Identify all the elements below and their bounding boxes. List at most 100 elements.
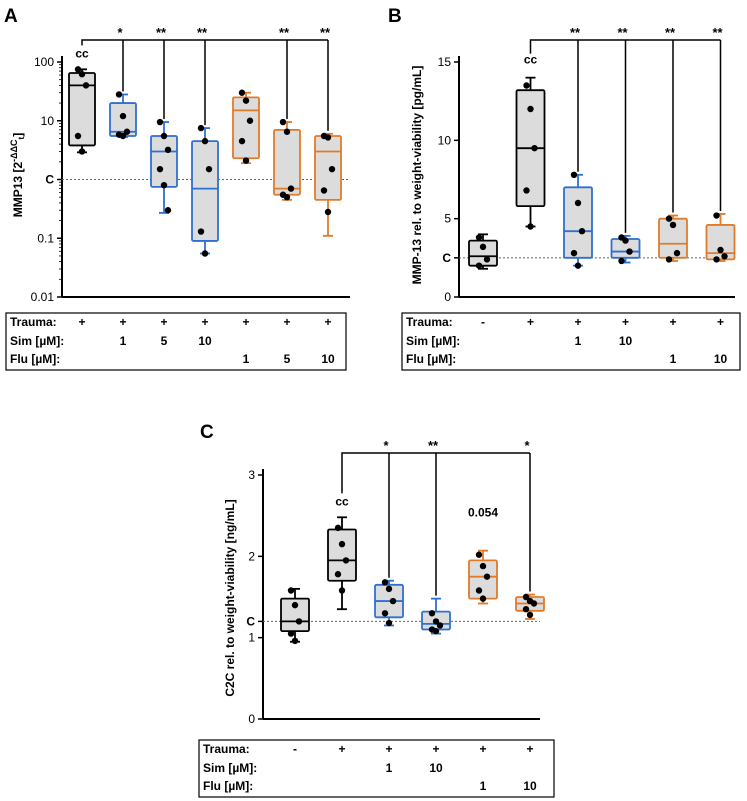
panel-a-data-point [115,91,123,98]
panel-a-data-point [78,148,86,155]
panel-c-data-point [475,551,483,558]
panel-b-data-point [570,249,578,257]
panel-a-data-point [201,137,209,145]
panel-a-table-cell: 10 [321,352,335,366]
panel-letter-b: B [388,6,402,27]
panel-a-data-point [279,118,287,126]
panel-b-condition-table-border [401,312,741,371]
panel-c-table-cell: - [293,742,297,756]
panel-a-box-group-3 [150,118,178,214]
panel-b-data-point [713,212,720,219]
panel-a-table-cell: + [78,315,85,329]
panel-b-box-group-6 [705,212,736,263]
panel-a-data-point [164,207,172,214]
panel-letter-c: C [200,422,214,443]
panel-b-data-point [479,243,487,251]
panel-c-box [327,528,357,582]
panel-b-significance-label: ** [617,25,628,40]
panel-b-box [563,186,593,259]
panel-c-table-cell: 1 [386,761,393,775]
panel-a-y-tick-label: C [45,173,54,187]
panel-c-condition-table-border [198,739,555,798]
panel-a-data-point [242,97,250,104]
panel-b-data-point [483,256,491,263]
panel-c-y-tick-label: 3 [248,468,255,482]
panel-a-significance-label: * [117,25,123,40]
panel-c-table-cell: + [526,742,533,756]
panel-a-table-cell: 5 [284,352,291,366]
panel-a-table-row-label: Flu [µM]: [10,352,60,366]
panel-b-table-cell: + [574,315,581,329]
panel-b-data-point [622,237,629,244]
panel-b-y-tick-label: 15 [438,55,452,69]
panel-b-table-cell: + [717,315,724,329]
panel-a-box-group-7 [314,132,342,237]
panel-a-data-point [78,70,86,78]
panel-b-data-point [523,187,530,194]
panel-b-table-row-label: Sim [µM]: [406,334,460,348]
panel-c-data-point [385,619,393,627]
panel-a-box [68,72,96,147]
panel-a-data-point [283,193,291,201]
panel-c-data-point [522,593,530,601]
panel-b-significance-label: ** [665,25,676,40]
panel-b-data-point [578,228,586,235]
panel-c-data-point [287,587,295,594]
panel-c-data-point [338,587,346,594]
panel-b-data-point [527,223,534,230]
panel-c-box-group-1 [280,587,310,645]
panel-a-data-point [164,146,172,154]
panel-a-data-point [283,128,291,135]
panel-b-y-tick-label: 0 [444,290,451,304]
panel-c-data-point [291,637,299,645]
panel-c-box-group-6 [515,593,545,620]
panel-a-box [232,96,260,160]
panel-a-annotation: cc [75,46,89,60]
panel-c-data-point [522,606,530,613]
panel-a-data-point [197,124,205,132]
panel-c-box [280,597,310,633]
panel-a-data-point [160,181,168,189]
panel-c-significance-label: * [383,438,389,453]
panel-c-data-point [432,627,440,635]
panel-a-y-tick-label: 0.01 [31,290,55,304]
panel-b-data-point [527,105,534,113]
panel-a-table-row-label: Trauma: [10,315,57,329]
panel-b-significance-label: ** [570,25,581,40]
panel-a-data-point [324,208,332,216]
panel-c-y-tick-label: C [246,614,255,628]
panel-a-box-group-1: cc [68,46,96,155]
panel-a-box-group-4 [191,124,219,257]
panel-b-table-cell: 1 [670,352,677,366]
panel-b-data-point [721,253,728,260]
panel-a-significance-label: ** [320,25,331,40]
panel-a-data-point [123,128,131,135]
panel-b-box-group-5 [658,214,688,263]
panel-a-comparison-bracket [81,39,328,46]
panel-c-data-point [389,597,397,605]
panel-c-significance-label: ** [428,438,439,453]
panel-a-data-point [74,66,82,73]
panel-b-box-group-1 [468,233,498,270]
panel-a-data-point [156,118,164,126]
panel-c-table-cell: + [432,742,439,756]
panel-c-box-group-3 [374,579,404,627]
panel-a-box-group-5 [232,89,260,165]
panel-c-data-point [385,585,393,593]
panel-a-table-cell: + [324,315,331,329]
panel-b-table-row-label: Flu [µM]: [406,352,456,366]
panel-b-box [658,217,688,259]
panel-b-table-cell: + [527,315,534,329]
panel-b-comparison-bracket [529,39,721,54]
panel-c-table-cell: 1 [480,779,487,793]
panel-c-box-group-4 [421,597,451,635]
panel-c-data-point [530,600,538,607]
panel-a-data-point [328,165,336,173]
panel-c-y-tick-label: 1 [248,631,255,645]
panel-a-data-point [201,250,209,257]
panel-c-data-point [479,562,487,570]
panel-c-data-point [428,610,436,617]
panel-b-box-group-3 [563,171,593,269]
